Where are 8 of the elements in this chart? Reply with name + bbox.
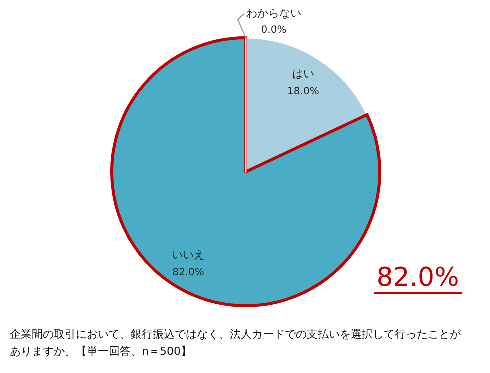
data-label: 82.0% bbox=[172, 268, 204, 279]
slice-label: はい bbox=[292, 67, 314, 80]
text: 0.0% bbox=[261, 25, 287, 36]
category-label: わからない bbox=[246, 7, 302, 20]
text: 82.0% bbox=[376, 263, 460, 293]
text: 企業間の取引において、銀行振込ではなく、法人カードでの支払いを選択して行ったことがありますか。【単一回答、n＝500】 bbox=[10, 328, 462, 358]
data-label: 18.0% bbox=[288, 86, 320, 98]
slice-label: いいえ bbox=[172, 248, 206, 262]
